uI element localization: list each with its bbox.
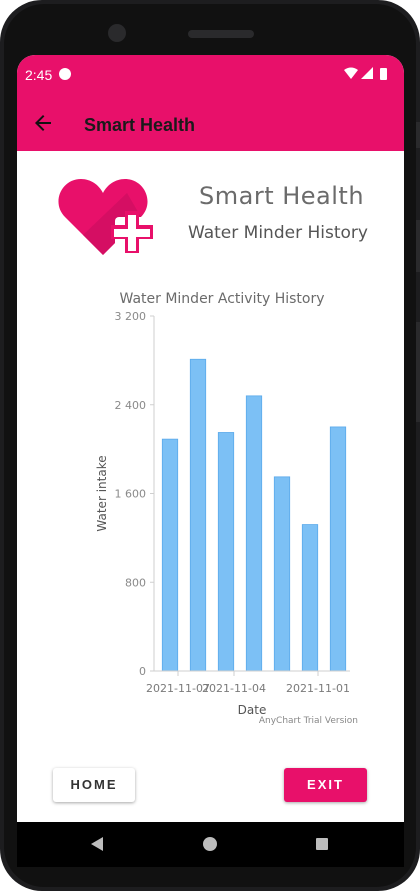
front-camera (108, 24, 126, 42)
volume-button (416, 122, 420, 148)
system-nav-bar (17, 822, 404, 867)
bar (161, 438, 179, 672)
exit-button[interactable]: EXIT (284, 768, 367, 802)
battery-icon (380, 68, 387, 80)
y-tick-label: 800 (125, 576, 146, 589)
x-axis-title: Date (238, 703, 267, 717)
status-time: 2:45 (25, 67, 53, 83)
nav-home-icon[interactable] (202, 836, 218, 852)
chart-watermark: AnyChart Trial Version (259, 716, 358, 726)
side-button (416, 322, 420, 422)
nav-recents-icon[interactable] (314, 836, 330, 852)
bar (301, 524, 319, 672)
y-tick-label: 3 200 (115, 310, 147, 323)
y-tick-label: 2 400 (115, 399, 147, 412)
chart-title: Water Minder Activity History (120, 291, 325, 307)
bar (189, 358, 207, 672)
x-tick-label: 2021-11-07 (146, 682, 210, 695)
back-arrow-icon[interactable] (31, 111, 55, 135)
earpiece-speaker (188, 30, 254, 38)
app-bar: Smart Health (17, 95, 404, 151)
y-tick-label: 0 (139, 665, 146, 678)
header-app-name: Smart Health (199, 182, 365, 210)
bar (273, 476, 291, 672)
notification-app-icon (59, 68, 71, 80)
power-button (416, 220, 420, 272)
bar (245, 395, 263, 672)
home-button[interactable]: HOME (53, 768, 135, 802)
status-bar: 2:45 (17, 55, 404, 95)
x-tick-label: 2021-11-01 (286, 682, 350, 695)
wifi-icon (344, 67, 358, 79)
header-subtitle: Water Minder History (188, 223, 368, 243)
y-axis-title: Water intake (95, 455, 109, 531)
app-screen: 2:45 Smart Health Smart Health Water Min… (17, 55, 404, 855)
app-bar-title: Smart Health (84, 115, 196, 135)
bar (217, 432, 235, 672)
water-intake-chart: Water Minder Activity History 0 800 1 600 2 … (95, 291, 358, 726)
x-tick-label: 2021-11-04 (202, 682, 266, 695)
y-tick-label: 1 600 (115, 488, 147, 501)
heart-plus-logo-icon (58, 179, 153, 255)
nav-back-icon[interactable] (89, 836, 105, 852)
bar (329, 426, 347, 672)
signal-icon (361, 67, 373, 79)
status-icons (344, 67, 387, 80)
